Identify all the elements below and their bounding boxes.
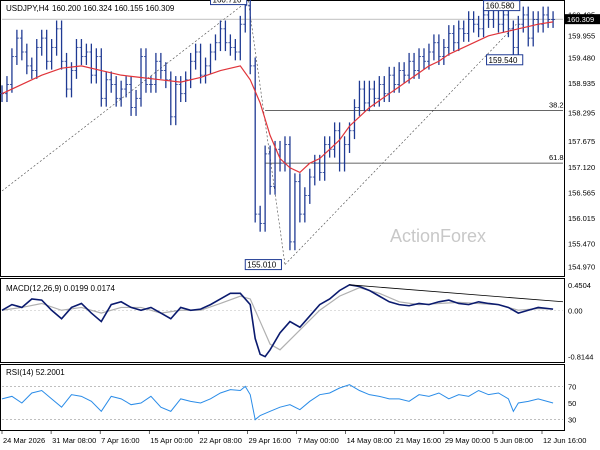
macd-axis-tick: -0.8144 [568,352,593,361]
price-ohlc: 160.200 160.324 160.155 160.309 [52,4,175,13]
rsi-title: RSI(14) 52.2001 [6,368,65,377]
swing-high-label-box [210,0,248,6]
x-axis-label: 7 May 00:00 [298,436,339,445]
price-axis-tick: 156.565 [568,189,595,198]
x-axis-label: 12 Jun 16:00 [543,436,586,445]
rsi-axis-tick: 50 [568,399,576,408]
x-axis-label: 24 Mar 2026 [3,436,45,445]
x-axis-label: 22 Apr 08:00 [199,436,242,445]
recent-low-label: 159.540 [489,56,518,65]
recent-high-label: 160.580 [486,2,515,11]
fib-level-label: 61.8 [549,153,564,162]
recent-low-label-box [486,54,524,66]
x-axis-label: 21 May 16:00 [396,436,441,445]
price-axis-tick: 157.675 [568,137,595,146]
price-axis-tick: 158.935 [568,79,595,88]
price-title: USDJPY,H4 [6,4,50,13]
price-axis-tick: 158.295 [568,108,595,117]
swing-low-label: 155.010 [247,261,276,270]
current-price-value: 160.309 [567,15,594,24]
moving-average-line [1,21,554,174]
watermark: ActionForex [390,226,486,246]
x-axis-label: 7 Apr 16:00 [101,436,139,445]
macd-panel [0,278,565,363]
x-axis-label: 29 May 00:00 [445,436,490,445]
macd-trendline [349,284,564,303]
macd-title: MACD(12,26,9) 0.0199 0.0174 [6,284,116,293]
macd-axis-tick: 0.00 [568,306,583,315]
price-axis-tick: 157.120 [568,163,595,172]
price-axis-tick: 155.470 [568,239,595,248]
rsi-axis-tick: 70 [568,382,576,391]
price-axis-tick: 154.970 [568,262,595,271]
macd-axis-tick: 0.4504 [568,281,591,290]
price-axis-tick: 156.015 [568,214,595,223]
rsi-axis-tick: 30 [568,416,576,425]
x-axis-label: 29 Apr 16:00 [248,436,291,445]
current-price-tag [565,14,600,25]
rsi-panel [0,364,565,431]
x-axis-label: 5 Jun 08:00 [494,436,533,445]
macd-signal-line [1,287,554,351]
swing-low-label-box [244,259,282,271]
price-panel [0,0,565,277]
rsi-line [1,384,554,421]
x-axis-label: 31 Mar 08:00 [52,436,96,445]
x-axis-label: 14 May 08:00 [347,436,392,445]
x-axis-label: 15 Apr 00:00 [150,436,193,445]
price-axis-tick: 159.480 [568,54,595,63]
swing-high-label: 160.710 [213,0,242,5]
price-axis-tick: 159.955 [568,32,595,41]
fib-level-label: 38.2 [549,100,564,109]
trend-guide-line [247,0,286,265]
recent-high-label-box [483,0,521,12]
macd-line [1,283,554,358]
